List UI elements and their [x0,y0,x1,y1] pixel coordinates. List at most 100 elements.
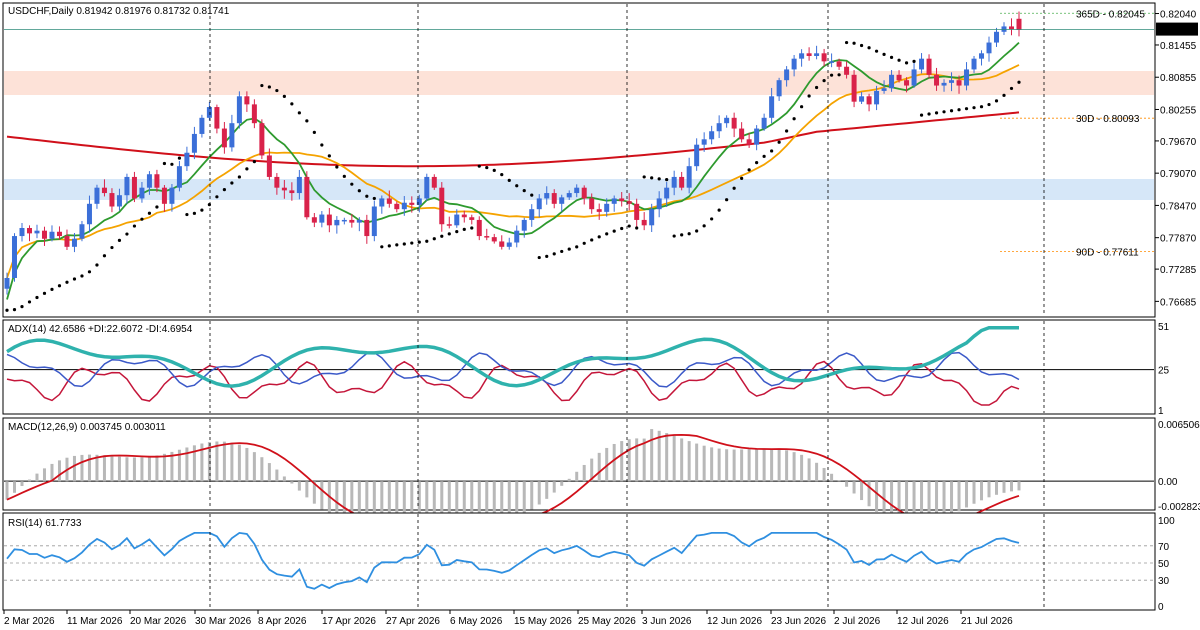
candle-body [1009,26,1015,30]
macd-bar [770,448,774,482]
candle-body [19,227,25,237]
candle-body [611,198,617,204]
sar-dot [515,184,519,188]
macd-bar [612,443,616,482]
candle-body [4,277,10,289]
macd-bar [530,481,534,510]
ma-red-line [6,111,1020,168]
macd-bar [425,481,429,514]
candle-body [529,209,535,220]
candle-body [499,241,505,247]
macd-bar [507,481,511,519]
macd-bar [252,452,256,482]
macd-bar [42,468,46,482]
price-tick-label: 0.81455 [1160,41,1197,52]
sar-dot [455,229,459,234]
candle-body [716,123,722,132]
macd-bar [642,438,646,482]
macd-bar [72,455,76,482]
candle-body [694,144,700,167]
time-label: 21 Jul 2026 [961,616,1013,627]
candle-body [724,117,730,124]
sar-dot [425,239,429,243]
candle-body [964,69,970,86]
candle-body [49,231,55,239]
candle-body [889,74,895,89]
main-pane[interactable]: USDCHF,Daily 0.81942 0.81976 0.81732 0.8… [2,2,1156,318]
sar-dot [867,46,871,50]
candle-body [641,219,647,226]
macd-bar [605,447,609,482]
sar-dot [605,232,609,236]
macd-bar [807,458,811,482]
macd-bar [492,481,496,520]
rsi-pane[interactable]: RSI(14) 61.7733 100 70 50 30 0 [2,512,1175,613]
candle-body [139,187,145,199]
macd-bar [995,481,999,495]
time-label: 23 Jun 2026 [771,616,826,627]
sar-dot [852,41,856,45]
period-separators [209,4,1045,609]
sar-dot [552,252,556,256]
macd-bar [792,452,796,482]
sar-dot [200,208,204,212]
sar-dot [567,247,571,251]
macd-bar [27,479,31,482]
sar-dot [35,295,39,300]
candle-body [709,131,715,140]
sar-dot [807,94,811,98]
macd-bar [477,481,481,519]
candle-body [1001,26,1007,32]
sar-dot [417,240,421,244]
macd-bar [297,481,301,491]
sar-dot [87,270,92,274]
adx-pane[interactable]: ADX(14) 42.6586 +DI:22.6072 -DI:4.6954 5… [2,319,1170,417]
candle-body [206,107,212,118]
candle-body [799,53,805,59]
time-label: 12 Jun 2026 [707,616,762,627]
macd-bar [410,481,414,516]
macd-bar [222,441,226,482]
candle-body [229,123,235,148]
sar-dot [365,194,369,198]
macd-bar [125,457,129,482]
macd-tick-label: 0.006506 [1158,420,1200,431]
macd-bar [980,481,984,501]
candle-body [581,187,587,199]
sar-dot [815,85,819,90]
candle-body [739,128,745,140]
candle-body [349,219,355,223]
sar-dot [80,274,84,278]
sar-dot [305,119,309,123]
macd-bar [905,481,909,526]
macd-bar [942,481,946,519]
candle-body [791,58,797,70]
candle-body [64,236,70,247]
sar-dot [267,85,271,89]
price-tick-label: 0.82040 [1160,10,1197,21]
sar-dot [380,245,384,249]
level-label-1: 30D - 0.80093 [1076,114,1140,125]
macd-bar [830,473,834,482]
sar-dot [987,102,991,107]
sar-dot [770,149,774,153]
candle-body [244,96,250,105]
candle-body [491,237,497,242]
candle-body [356,219,362,223]
sar-dot [447,232,451,236]
sar-dot [650,176,654,180]
candle-body [364,219,370,237]
macd-bar [912,481,916,526]
main-header: USDCHF,Daily 0.81942 0.81976 0.81732 0.8… [8,6,230,17]
macd-bar [290,481,294,484]
candle-body [416,198,422,205]
sar-dot [402,242,406,246]
candle-body [904,80,910,86]
time-label: 3 Jun 2026 [642,616,692,627]
candle-body [971,58,977,70]
macd-bar [920,481,924,526]
sar-dot [800,105,804,109]
adx-tick-label: 1 [1158,406,1164,417]
macd-pane[interactable]: MACD(12,26,9) 0.003745 0.003011 0.006506… [2,417,1200,526]
